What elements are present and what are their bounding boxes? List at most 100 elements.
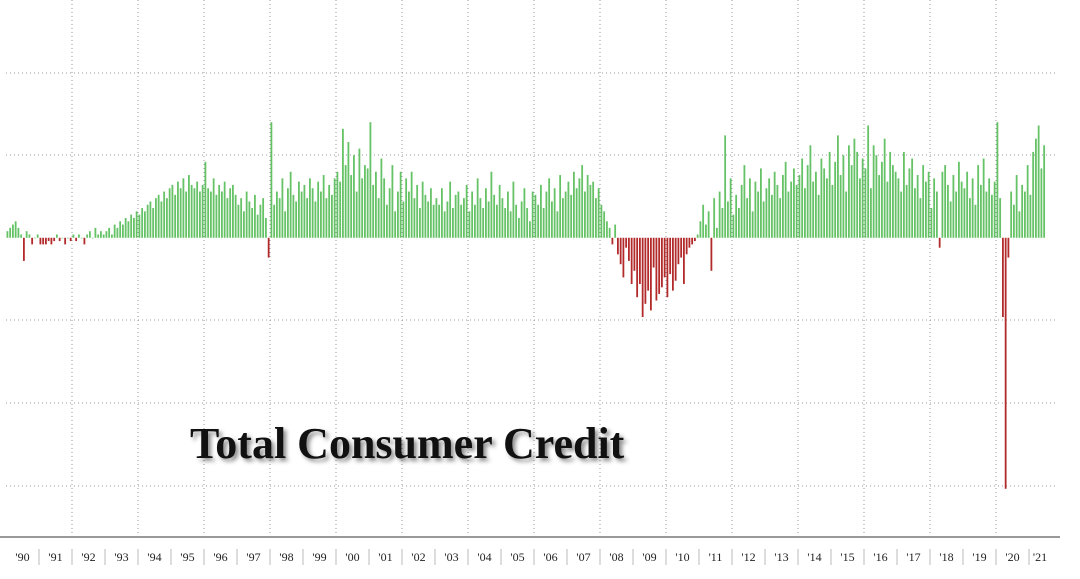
bar <box>831 184 834 238</box>
bar <box>138 214 141 238</box>
bar <box>240 198 243 238</box>
x-tick-label: '99 <box>312 550 326 564</box>
bar <box>1026 165 1029 238</box>
bar <box>6 231 9 238</box>
bar <box>515 204 518 238</box>
x-tick-label: '96 <box>213 550 227 564</box>
bar <box>633 237 636 271</box>
bar <box>111 234 113 238</box>
bar <box>474 204 476 238</box>
bar <box>872 145 875 238</box>
bar <box>531 191 534 238</box>
bar <box>394 211 397 238</box>
bar <box>793 168 795 238</box>
bar <box>364 165 366 238</box>
bar <box>303 184 306 238</box>
bar <box>804 188 806 238</box>
bar <box>828 151 831 238</box>
bar <box>955 191 958 238</box>
bar <box>421 181 424 238</box>
bar <box>562 198 564 238</box>
bar <box>1013 204 1015 238</box>
bar <box>199 191 201 238</box>
x-tick-label: '09 <box>642 550 656 564</box>
bar <box>295 201 298 238</box>
bar <box>287 188 289 238</box>
bar <box>911 158 914 238</box>
bar <box>457 191 460 238</box>
bar <box>564 191 567 238</box>
bar <box>190 184 193 238</box>
bar <box>14 221 17 238</box>
bar <box>578 178 581 238</box>
bar <box>993 181 996 238</box>
bar <box>628 237 630 261</box>
bar <box>292 194 295 238</box>
bar <box>864 168 867 238</box>
bar <box>848 145 850 238</box>
bar <box>534 194 537 238</box>
bar <box>795 184 798 238</box>
bar <box>127 221 130 238</box>
bar <box>435 198 438 238</box>
bar <box>67 237 69 239</box>
x-tick-label: '91 <box>48 550 62 564</box>
bar <box>597 188 600 238</box>
bar <box>606 221 608 238</box>
bar <box>773 171 776 238</box>
x-tick-label: '02 <box>411 550 425 564</box>
bar <box>17 227 20 238</box>
bar <box>688 237 691 248</box>
bar <box>677 237 680 265</box>
bar <box>168 188 171 238</box>
bar <box>207 188 210 238</box>
bar <box>523 188 526 238</box>
bar <box>377 198 380 238</box>
bar <box>193 188 196 238</box>
bar <box>853 138 856 238</box>
bar <box>776 184 779 238</box>
bar <box>727 201 729 238</box>
x-tick-label: '90 <box>15 550 29 564</box>
bar <box>1043 145 1046 238</box>
bar <box>639 237 641 285</box>
x-tick-label: '21 <box>1033 550 1047 564</box>
bar <box>751 211 754 238</box>
bar <box>226 198 229 238</box>
bar <box>936 191 938 238</box>
bar <box>221 191 223 238</box>
bar <box>537 204 540 238</box>
bar <box>386 204 388 238</box>
bar <box>859 178 861 238</box>
bar <box>999 198 1002 238</box>
bar <box>974 204 977 238</box>
bar <box>78 234 80 238</box>
bar <box>177 181 179 238</box>
x-tick-label: '05 <box>510 550 524 564</box>
bar <box>817 194 820 238</box>
bar <box>991 194 993 238</box>
bar <box>663 237 666 278</box>
bar <box>12 224 14 238</box>
bar <box>9 227 12 238</box>
bar <box>1018 211 1021 238</box>
bar <box>553 188 556 238</box>
bar <box>124 217 127 238</box>
bar <box>485 188 487 238</box>
bar <box>540 184 542 238</box>
bar <box>133 217 135 238</box>
bar <box>892 165 894 238</box>
bar <box>509 211 512 238</box>
bar <box>765 188 768 238</box>
bar <box>369 122 372 238</box>
bar <box>97 234 100 238</box>
bar <box>152 208 155 238</box>
bar <box>322 175 325 238</box>
bar <box>163 191 166 238</box>
x-tick-label: '94 <box>147 550 161 564</box>
bar <box>405 178 408 238</box>
bar <box>842 155 845 238</box>
bar <box>504 208 507 238</box>
bar <box>113 224 116 238</box>
bar <box>262 198 265 238</box>
